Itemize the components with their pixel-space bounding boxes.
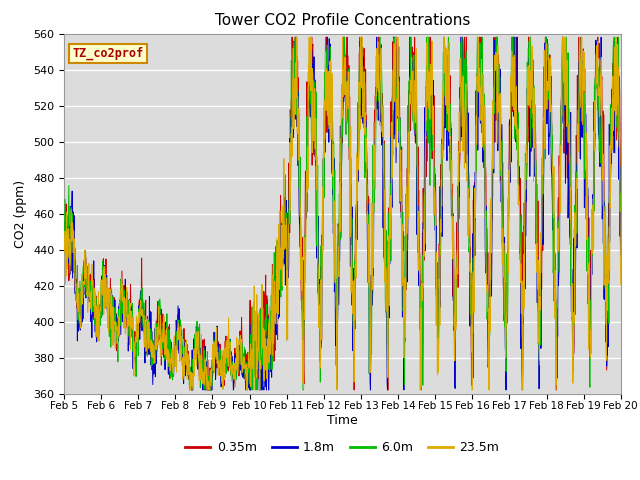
6.0m [297,250,305,255]
1.8m [60,239,68,244]
6.0m [308,78,316,84]
1.8m [308,83,316,89]
6.0m [378,66,385,72]
23.5m [186,387,194,393]
23.5m [308,66,316,72]
6.0m [292,35,300,40]
23.5m [378,102,385,108]
1.8m [617,252,625,258]
Y-axis label: CO2 (ppm): CO2 (ppm) [15,180,28,248]
23.5m [319,184,326,190]
6.0m [60,243,68,249]
23.5m [293,35,301,40]
23.5m [103,275,111,280]
1.8m [292,35,300,40]
0.35m [378,109,385,115]
X-axis label: Time: Time [327,414,358,427]
23.5m [60,236,68,241]
6.0m [186,387,193,393]
6.0m [617,197,625,203]
Text: TZ_co2prof: TZ_co2prof [72,47,143,60]
0.35m [126,297,134,302]
23.5m [126,305,134,311]
0.35m [617,186,625,192]
Line: 1.8m: 1.8m [64,37,621,390]
1.8m [126,336,134,342]
23.5m [297,277,305,283]
23.5m [617,282,625,288]
Line: 23.5m: 23.5m [64,37,621,390]
1.8m [297,249,305,255]
1.8m [378,142,385,148]
1.8m [188,387,195,393]
0.35m [308,44,316,49]
6.0m [103,304,111,310]
1.8m [319,244,326,250]
6.0m [126,342,134,348]
0.35m [297,281,305,287]
0.35m [103,296,111,301]
6.0m [319,253,326,259]
0.35m [288,35,296,40]
Line: 0.35m: 0.35m [64,37,621,390]
0.35m [189,387,196,393]
0.35m [60,223,68,229]
Line: 6.0m: 6.0m [64,37,621,390]
Legend: 0.35m, 1.8m, 6.0m, 23.5m: 0.35m, 1.8m, 6.0m, 23.5m [180,436,504,459]
0.35m [319,208,326,214]
1.8m [103,305,111,311]
Title: Tower CO2 Profile Concentrations: Tower CO2 Profile Concentrations [214,13,470,28]
